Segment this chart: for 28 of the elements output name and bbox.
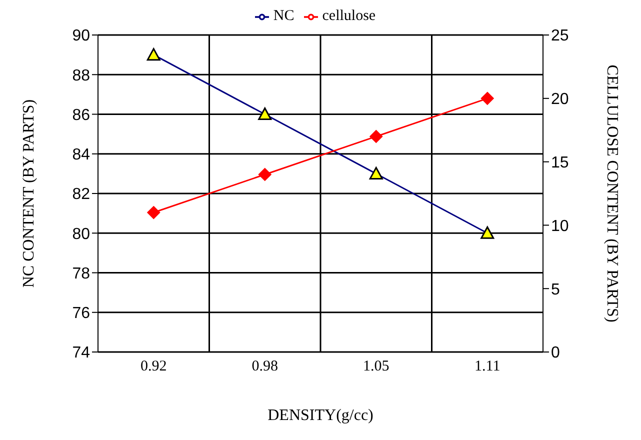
point (480, 92, 494, 105)
y-tick-label: 86 (72, 106, 90, 124)
x-axis-title: DENSITY(g/cc) (268, 407, 374, 424)
y-axis-title: NC CONTENT (BY PARTS) (20, 99, 38, 288)
y-tick-label: 80 (72, 226, 90, 243)
y-tick-label: 84 (72, 146, 90, 164)
y2-axis-title: CELLULOSE CONTENT (BY PARTS) (603, 64, 620, 322)
y2-tick-label: 5 (551, 281, 560, 298)
y-tick-label: 82 (72, 186, 90, 204)
x-tick-label: 1.05 (363, 358, 390, 375)
y-tick-label: 74 (72, 344, 90, 362)
y2-tick-label: 25 (551, 28, 569, 45)
legend-label: NC (273, 8, 294, 24)
y-tick-label: 90 (72, 28, 90, 45)
y2-tick-label: 10 (551, 218, 569, 235)
y2-tick-label: 0 (551, 344, 560, 362)
x-tick-label: 0.98 (252, 358, 278, 375)
y-tick-label: 76 (72, 305, 90, 322)
point (147, 206, 160, 220)
legend-label: cellulose (322, 8, 376, 24)
y2-tick-label: 20 (551, 91, 569, 108)
y-tick-label: 78 (72, 265, 90, 282)
x-tick-label: 0.92 (140, 358, 167, 375)
point (258, 168, 272, 181)
point (370, 130, 383, 143)
y2-tick-label: 15 (551, 154, 569, 172)
y-tick-label: 88 (72, 67, 90, 84)
x-tick-label: 1.11 (474, 358, 500, 375)
